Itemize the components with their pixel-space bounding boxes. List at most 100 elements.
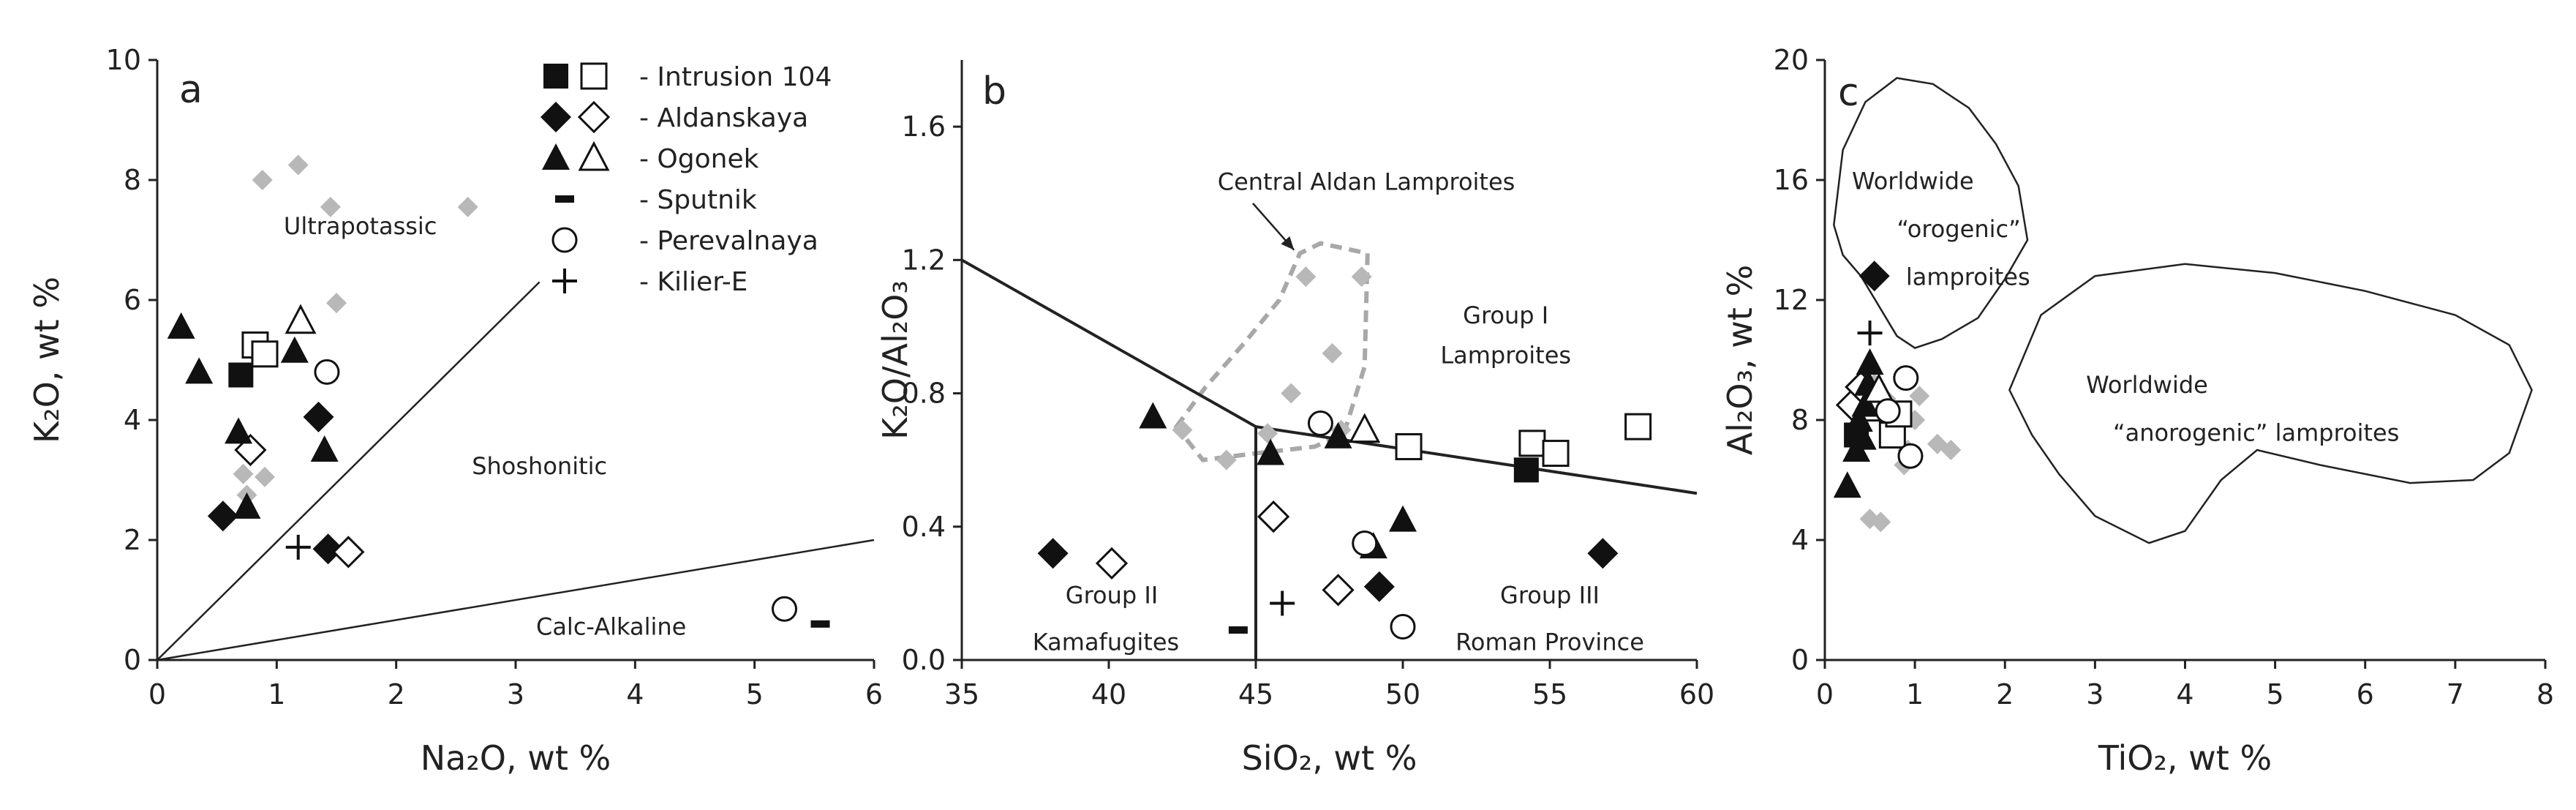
- data-point: [1513, 457, 1539, 483]
- x-tick-label: 2: [388, 678, 405, 710]
- data-point: [1893, 365, 1919, 391]
- legend-symbol: [577, 100, 611, 134]
- data-point: [1363, 571, 1395, 602]
- field-label: Calc-Alkaline: [536, 613, 686, 641]
- x-tick-label: 1: [1906, 678, 1924, 710]
- data-point: [1875, 398, 1901, 424]
- data-point: [1856, 348, 1884, 375]
- data-point: [233, 463, 254, 484]
- y-tick-label: 4: [1791, 524, 1809, 556]
- data-point: [1870, 511, 1891, 533]
- y-tick-label: 4: [124, 404, 141, 436]
- legend-symbol: [578, 140, 610, 171]
- data-point: [1909, 386, 1930, 407]
- data-point: [1390, 613, 1416, 640]
- x-tick-label: 5: [746, 678, 764, 710]
- y-tick-label: 0.4: [902, 511, 946, 543]
- lamproite-field: [2008, 263, 2533, 544]
- x-tick-label: 6: [865, 678, 883, 710]
- legend-symbol: [542, 143, 570, 170]
- x-axis-label: TiO₂, wt %: [2098, 738, 2272, 778]
- data-point: [1324, 421, 1352, 449]
- data-point: [207, 500, 238, 532]
- data-point: [312, 533, 344, 565]
- data-point: [225, 417, 253, 444]
- legend-label: - Kilier-E: [639, 267, 747, 297]
- panel-a: 0 1 2 3 4 5 6 0 2 4 6 8 10 Na₂O, wt % K₂O, wt % a Ultrap…: [27, 44, 883, 778]
- data-point: [320, 196, 341, 217]
- field-label: Group III: [1500, 582, 1600, 610]
- x-tick-label: 5: [2267, 678, 2284, 710]
- panel-label: b: [982, 70, 1006, 113]
- x-tick-label: 7: [2447, 678, 2464, 710]
- data-point: [1863, 372, 1895, 403]
- y-tick-label: 16: [1774, 164, 1809, 196]
- data-point: [167, 312, 195, 339]
- data-point: [1624, 413, 1652, 440]
- x-tick-label: 0: [148, 678, 166, 710]
- data-point: [1257, 438, 1285, 465]
- arrowhead: [1281, 236, 1295, 250]
- y-axis-label: Al₂O₃, wt %: [1720, 265, 1760, 456]
- data-point: [285, 534, 311, 560]
- field-label: Lamproites: [1440, 342, 1571, 370]
- data-point: [1351, 266, 1372, 288]
- data-point: [1395, 432, 1423, 460]
- data-point: [310, 435, 339, 462]
- data-point: [228, 362, 254, 388]
- y-tick-label: 8: [124, 164, 141, 196]
- data-point: [233, 492, 261, 519]
- data-point: [185, 357, 214, 384]
- y-tick-label: 0.0: [902, 644, 946, 676]
- x-tick-label: 0: [1816, 678, 1834, 710]
- x-tick-label: 50: [1385, 678, 1420, 710]
- x-tick-label: 4: [2176, 678, 2193, 710]
- data-point: [1349, 413, 1381, 443]
- data-point: [1858, 260, 1890, 292]
- data-point: [1228, 626, 1248, 634]
- y-axis-label: K₂O/Al₂O₃: [875, 280, 915, 440]
- legend: - Intrusion 104 - Aldanskaya - Ogonek - Spu…: [541, 62, 832, 297]
- x-tick-label: 4: [626, 678, 644, 710]
- legend-symbol: [555, 195, 574, 203]
- field-label: lamproites: [1906, 263, 2030, 291]
- data-point: [303, 401, 334, 432]
- field-label: Shoshonitic: [472, 452, 607, 480]
- legend-symbol: [551, 227, 578, 253]
- field-label: Group I: [1463, 301, 1548, 329]
- data-point: [1851, 390, 1880, 417]
- data-point: [1518, 430, 1546, 457]
- data-point: [287, 154, 309, 176]
- data-point: [326, 293, 347, 314]
- panel-label: c: [1838, 71, 1859, 115]
- y-tick-label: 2: [124, 524, 141, 556]
- x-tick-label: 3: [507, 678, 524, 710]
- y-tick-label: 0.8: [902, 378, 946, 410]
- legend-symbol: [552, 269, 577, 293]
- x-tick-label: 2: [1996, 678, 2014, 710]
- x-tick-label: 1: [268, 678, 285, 710]
- x-axis-label: Na₂O, wt %: [421, 738, 611, 778]
- data-point: [1257, 500, 1290, 533]
- boundary-line: [157, 281, 541, 661]
- data-point: [252, 170, 273, 190]
- legend-label: - Aldanskaya: [639, 103, 808, 133]
- legend-label: - Intrusion 104: [639, 62, 832, 92]
- legend-symbol: [541, 102, 571, 132]
- data-point: [1037, 538, 1069, 569]
- data-point: [1295, 266, 1317, 288]
- panel-label: a: [179, 68, 203, 112]
- y-tick-label: 6: [124, 284, 141, 316]
- field-label: Group II: [1066, 582, 1158, 610]
- data-point: [1172, 419, 1193, 440]
- y-tick-label: 8: [1791, 404, 1809, 436]
- data-point: [1322, 574, 1355, 607]
- data-point: [772, 596, 797, 622]
- legend-symbol: [543, 64, 568, 89]
- data-point: [1139, 402, 1167, 429]
- data-point: [314, 359, 340, 385]
- x-tick-label: 3: [2086, 678, 2104, 710]
- data-point: [1897, 443, 1924, 469]
- field-label: Worldwide: [2086, 371, 2208, 399]
- data-point: [1857, 320, 1883, 346]
